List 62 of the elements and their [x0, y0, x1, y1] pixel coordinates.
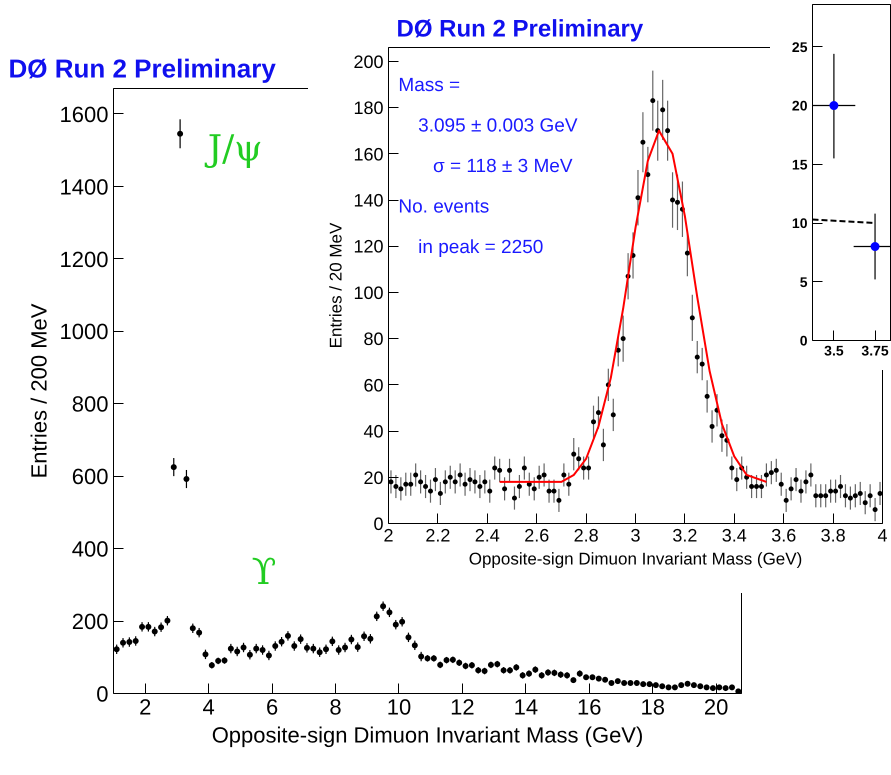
y-tick-label: 0 — [96, 682, 109, 706]
chart-title: DØ Run 2 Preliminary — [8, 54, 276, 84]
y-tick-label: 20 — [792, 98, 808, 114]
x-tick-label: 3.4 — [722, 526, 747, 546]
y-tick-label: 0 — [373, 514, 384, 534]
x-tick-label: 16 — [577, 694, 602, 720]
y-tick-label: 1200 — [60, 246, 109, 272]
x-tick-label: 2.8 — [574, 526, 599, 546]
y-tick-label: 15 — [792, 156, 808, 172]
annotation: in peak = 2250 — [418, 236, 544, 258]
x-tick-label: 4 — [877, 526, 888, 546]
x-tick-label: 6 — [266, 694, 278, 720]
y-tick-label: 20 — [363, 468, 384, 488]
y-tick-label: 800 — [72, 392, 109, 417]
y-tick-label: 400 — [72, 536, 109, 562]
annotation: No. events — [398, 196, 490, 218]
x-tick-label: 3.8 — [820, 526, 846, 546]
x-axis-title: Opposite-sign Dimuon Invariant Mass (GeV) — [212, 722, 644, 748]
x-tick-label: 20 — [704, 694, 728, 720]
y-tick-label: 1000 — [60, 319, 109, 344]
annotation: 3.095 ± 0.003 GeV — [418, 116, 578, 137]
y-tick-label: 120 — [353, 236, 384, 257]
x-tick-label: 2.4 — [474, 526, 500, 546]
x-tick-label: 2.2 — [425, 526, 450, 546]
x-tick-label: 4 — [202, 694, 215, 720]
x-tick-label: 10 — [386, 694, 412, 720]
y-tick-label: 200 — [72, 609, 109, 634]
x-tick-label: 2 — [139, 694, 152, 720]
y-tick-label: 1400 — [60, 174, 109, 200]
x-tick-label: 3 — [630, 526, 641, 546]
y-axis-title: Entries / 200 MeV — [26, 303, 52, 478]
y-tick-label: 200 — [353, 52, 384, 72]
y-tick-label: 80 — [363, 329, 384, 350]
y-tick-label: 0 — [800, 332, 808, 348]
y-tick-label: 25 — [792, 38, 808, 55]
x-tick-label: 14 — [514, 694, 538, 720]
x-axis-title: Opposite-sign Dimuon Invariant Mass (GeV) — [468, 550, 802, 568]
annotation: σ = 118 ± 3 MeV — [432, 156, 573, 177]
y-tick-label: 100 — [353, 282, 384, 303]
x-tick-label: 18 — [640, 694, 665, 720]
x-tick-label: 12 — [450, 694, 475, 720]
y-axis-title: Entries / 20 MeV — [326, 222, 346, 348]
x-tick-label: 2.6 — [524, 526, 550, 546]
x-tick-label: 3.75 — [861, 342, 889, 358]
y-tick-label: 5 — [800, 274, 808, 290]
x-tick-label: 2 — [383, 526, 394, 546]
y-tick-label: 40 — [363, 422, 384, 442]
y-tick-label: 140 — [353, 190, 384, 211]
y-tick-label: 180 — [353, 98, 384, 118]
x-tick-label: 3.5 — [824, 342, 844, 358]
y-tick-label: 600 — [72, 464, 109, 490]
y-tick-label: 1600 — [60, 102, 109, 127]
x-tick-label: 3.2 — [672, 526, 698, 546]
annotation: ϒ — [252, 552, 276, 593]
y-tick-label: 160 — [353, 144, 384, 164]
y-tick-label: 10 — [792, 215, 808, 232]
annotation: Mass = — [398, 75, 460, 96]
x-tick-label: 8 — [329, 694, 342, 720]
x-tick-label: 3.6 — [771, 526, 796, 546]
chart-title: DØ Run 2 Preliminary — [396, 16, 644, 42]
annotation: J/ψ — [204, 128, 262, 170]
y-tick-label: 60 — [363, 375, 384, 396]
